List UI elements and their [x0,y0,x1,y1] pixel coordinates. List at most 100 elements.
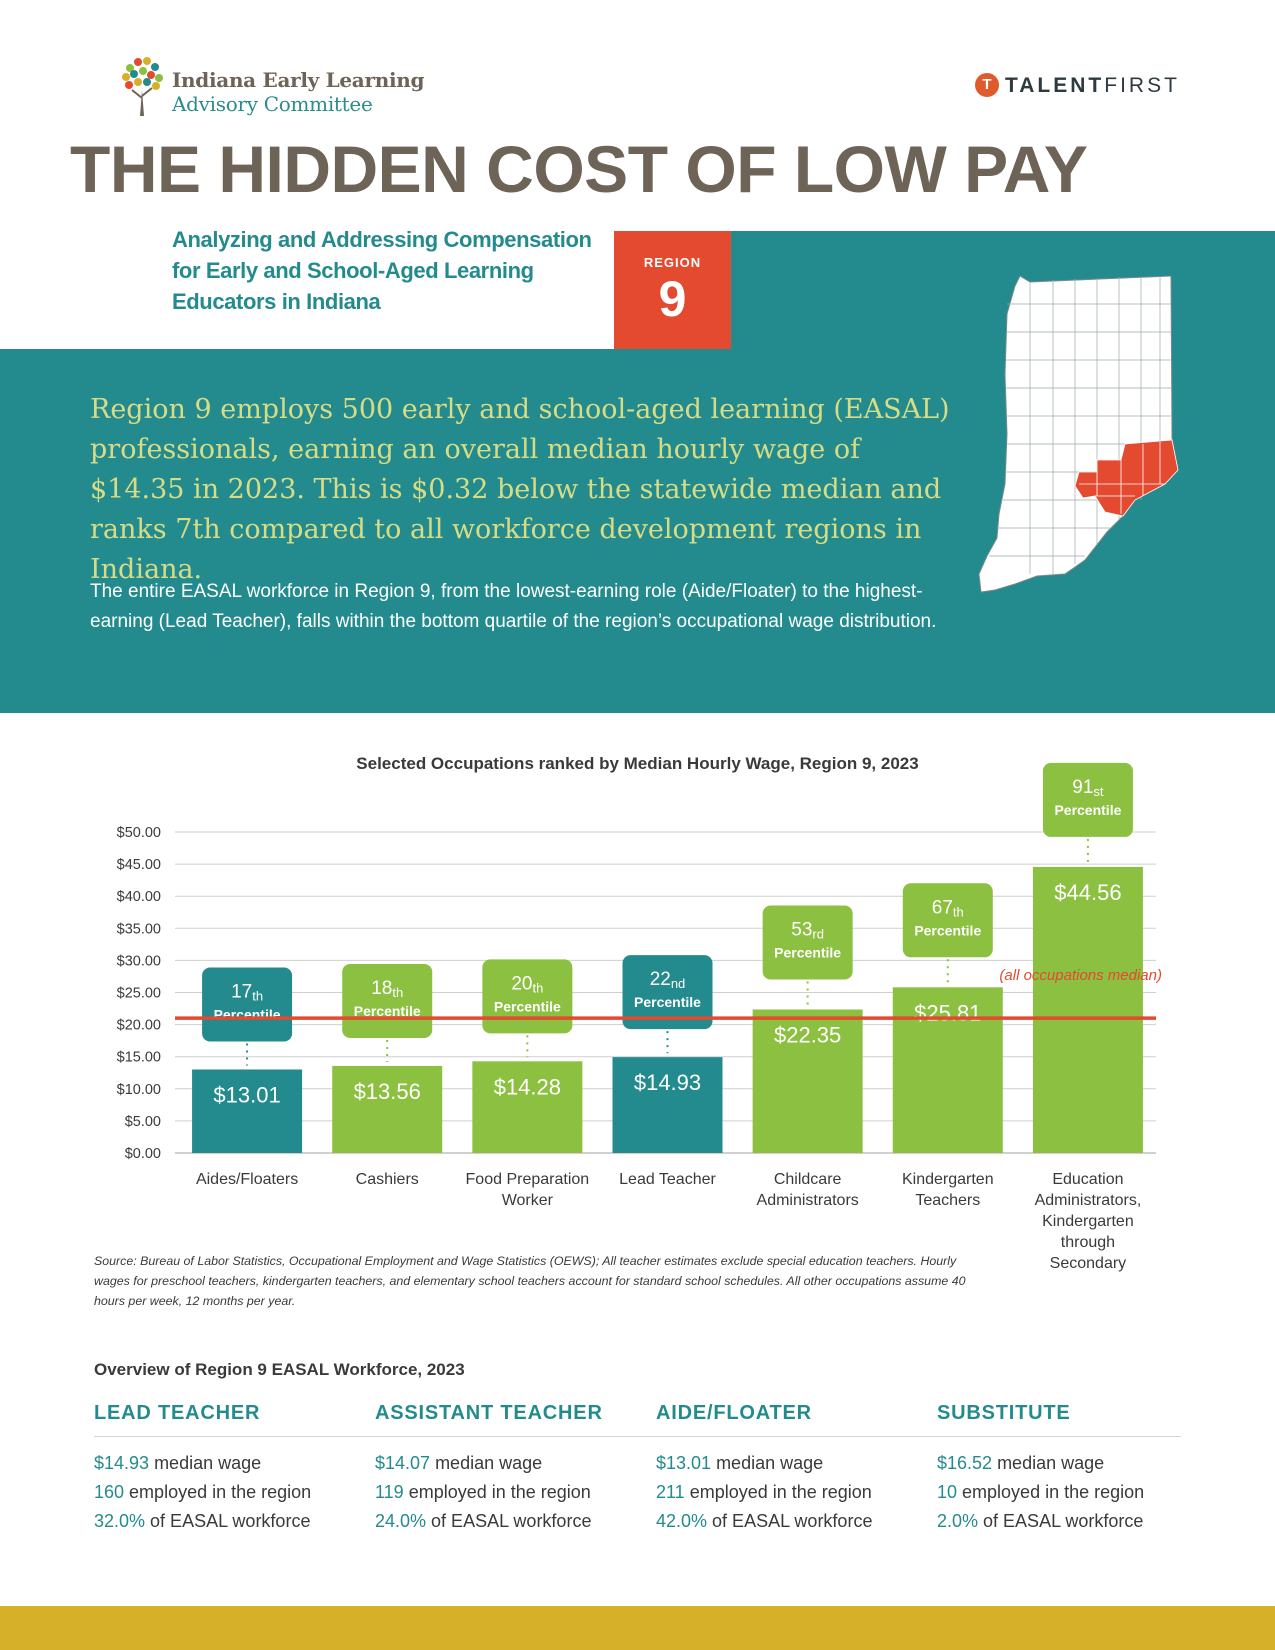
x-category-label: Lead Teacher [619,1171,716,1188]
percentile-rank: 18th [371,978,403,1000]
y-tick-label: $50.00 [117,825,161,841]
region-badge: REGION 9 [614,231,731,349]
y-tick-label: $40.00 [117,889,161,905]
percentile-word: Percentile [774,945,841,961]
overview-aide-floater: AIDE/FLOATER $13.01 median wage 211 empl… [656,1402,916,1536]
percentile-callout [342,963,433,1038]
y-tick-label: $25.00 [117,986,161,1002]
tree-icon [122,57,163,116]
overview-employed: 119 employed in the region [375,1482,591,1502]
x-category-label: Secondary [1050,1255,1127,1272]
x-category-label: Childcare [774,1171,842,1188]
subtitle: Analyzing and Addressing Compensation fo… [172,224,592,317]
bar [1032,866,1143,1153]
percentile-rank: 22nd [650,969,686,991]
logo-subtitle: Advisory Committee [172,92,373,116]
bar [332,1065,443,1153]
percentile-callout [482,959,573,1034]
percentile-callout [202,967,293,1042]
overview-heading: LEAD TEACHER [94,1402,261,1424]
overview-wage: $16.52 median wage [937,1453,1105,1473]
bar-value-label: $22.35 [774,1023,841,1048]
percentile-rank: 67th [932,897,964,919]
x-category-label: Kindergarten [902,1171,994,1188]
x-category-label: Teachers [915,1192,980,1209]
bar [612,1057,723,1153]
source-note: Source: Bureau of Labor Statistics, Occu… [94,1254,966,1308]
bar [192,1069,303,1153]
y-tick-label: $0.00 [125,1146,161,1162]
overview-share: 2.0% of EASAL workforce [937,1511,1144,1531]
logo-title: Indiana Early Learning [172,68,425,92]
median-label: (all occupations median) [999,967,1162,984]
overview-share: 32.0% of EASAL workforce [94,1511,311,1531]
overview-wage: $14.93 median wage [94,1453,262,1473]
percentile-callout [902,883,993,958]
x-category-label: Worker [502,1192,554,1209]
y-tick-label: $35.00 [117,921,161,937]
page-title: THE HIDDEN COST OF LOW PAY [70,132,1088,206]
y-tick-label: $20.00 [117,1018,161,1034]
y-tick-label: $5.00 [125,1114,161,1130]
region-label: REGION [643,255,702,270]
x-category-label: Kindergarten [1042,1213,1134,1230]
footer-bar [0,1606,1275,1650]
bar-value-label: $44.56 [1054,880,1121,905]
overview-lead-teacher: LEAD TEACHER $14.93 median wage 160 empl… [94,1402,354,1536]
y-tick-label: $10.00 [117,1082,161,1098]
bar [472,1061,583,1153]
talentfirst-wordmark: TALENTFIRST [1005,74,1180,97]
chart-title: Selected Occupations ranked by Median Ho… [356,754,919,773]
intro-body: The entire EASAL workforce in Region 9, … [90,581,937,632]
x-category-label: Education [1052,1171,1123,1188]
bar [752,1009,863,1153]
x-category-label: Cashiers [356,1171,419,1188]
bar-value-label: $13.56 [354,1079,421,1104]
bar-value-label: $14.28 [494,1074,561,1099]
y-tick-label: $30.00 [117,953,161,969]
wage-bar-chart: $0.00 $5.00 $10.00 $15.00 $20.00 $25.00 $30.00… [117,762,1162,1272]
iela-logo: Indiana Early Learning Advisory Committe… [118,54,438,118]
percentile-callout [1042,762,1133,837]
overview-share: 24.0% of EASAL workforce [375,1511,592,1531]
overview-heading: ASSISTANT TEACHER [375,1402,603,1424]
y-tick-label: $15.00 [117,1050,161,1066]
percentile-rank: 53rd [791,920,824,942]
overview-share: 42.0% of EASAL workforce [656,1511,873,1531]
percentile-rank: 20th [511,973,543,995]
percentile-callout [762,905,853,980]
subtitle-line: for Early and School-Aged Learning [172,258,534,283]
overview-substitute: SUBSTITUTE $16.52 median wage 10 employe… [937,1402,1197,1536]
x-category-label: Administrators, [1035,1192,1142,1209]
percentile-word: Percentile [214,1006,281,1022]
x-category-label: through [1061,1234,1115,1251]
overview-wage: $14.07 median wage [375,1453,543,1473]
percentile-rank: 17th [231,981,263,1003]
intro-lead: Region 9 employs 500 early and school-ag… [90,394,950,585]
bar-value-label: $14.93 [634,1070,701,1095]
overview-wage: $13.01 median wage [656,1453,824,1473]
x-category-label: Food Preparation [466,1171,590,1188]
subtitle-line: Analyzing and Addressing Compensation [172,227,592,252]
talentfirst-mark-icon: T [975,73,999,97]
percentile-word: Percentile [1054,802,1121,818]
overview-employed: 10 employed in the region [937,1482,1145,1502]
indiana-region-map [978,275,1179,593]
overview-heading: AIDE/FLOATER [656,1402,812,1424]
bar-value-label: $13.01 [213,1082,280,1107]
percentile-word: Percentile [914,922,981,938]
percentile-word: Percentile [354,1003,421,1019]
region-number: 9 [658,271,687,327]
x-category-label: Administrators [757,1192,859,1209]
percentile-callout [622,955,713,1030]
overview-heading: SUBSTITUTE [937,1402,1071,1424]
y-tick-label: $45.00 [117,857,161,873]
overview-divider [94,1436,1181,1437]
x-category-label: Aides/Floaters [196,1171,298,1188]
overview-employed: 160 employed in the region [94,1482,312,1502]
overview-title: Overview of Region 9 EASAL Workforce, 20… [94,1360,465,1379]
overview-employed: 211 employed in the region [656,1482,872,1502]
subtitle-line: Educators in Indiana [172,289,381,314]
subtitle-box [0,231,614,349]
percentile-rank: 91st [1072,777,1104,799]
